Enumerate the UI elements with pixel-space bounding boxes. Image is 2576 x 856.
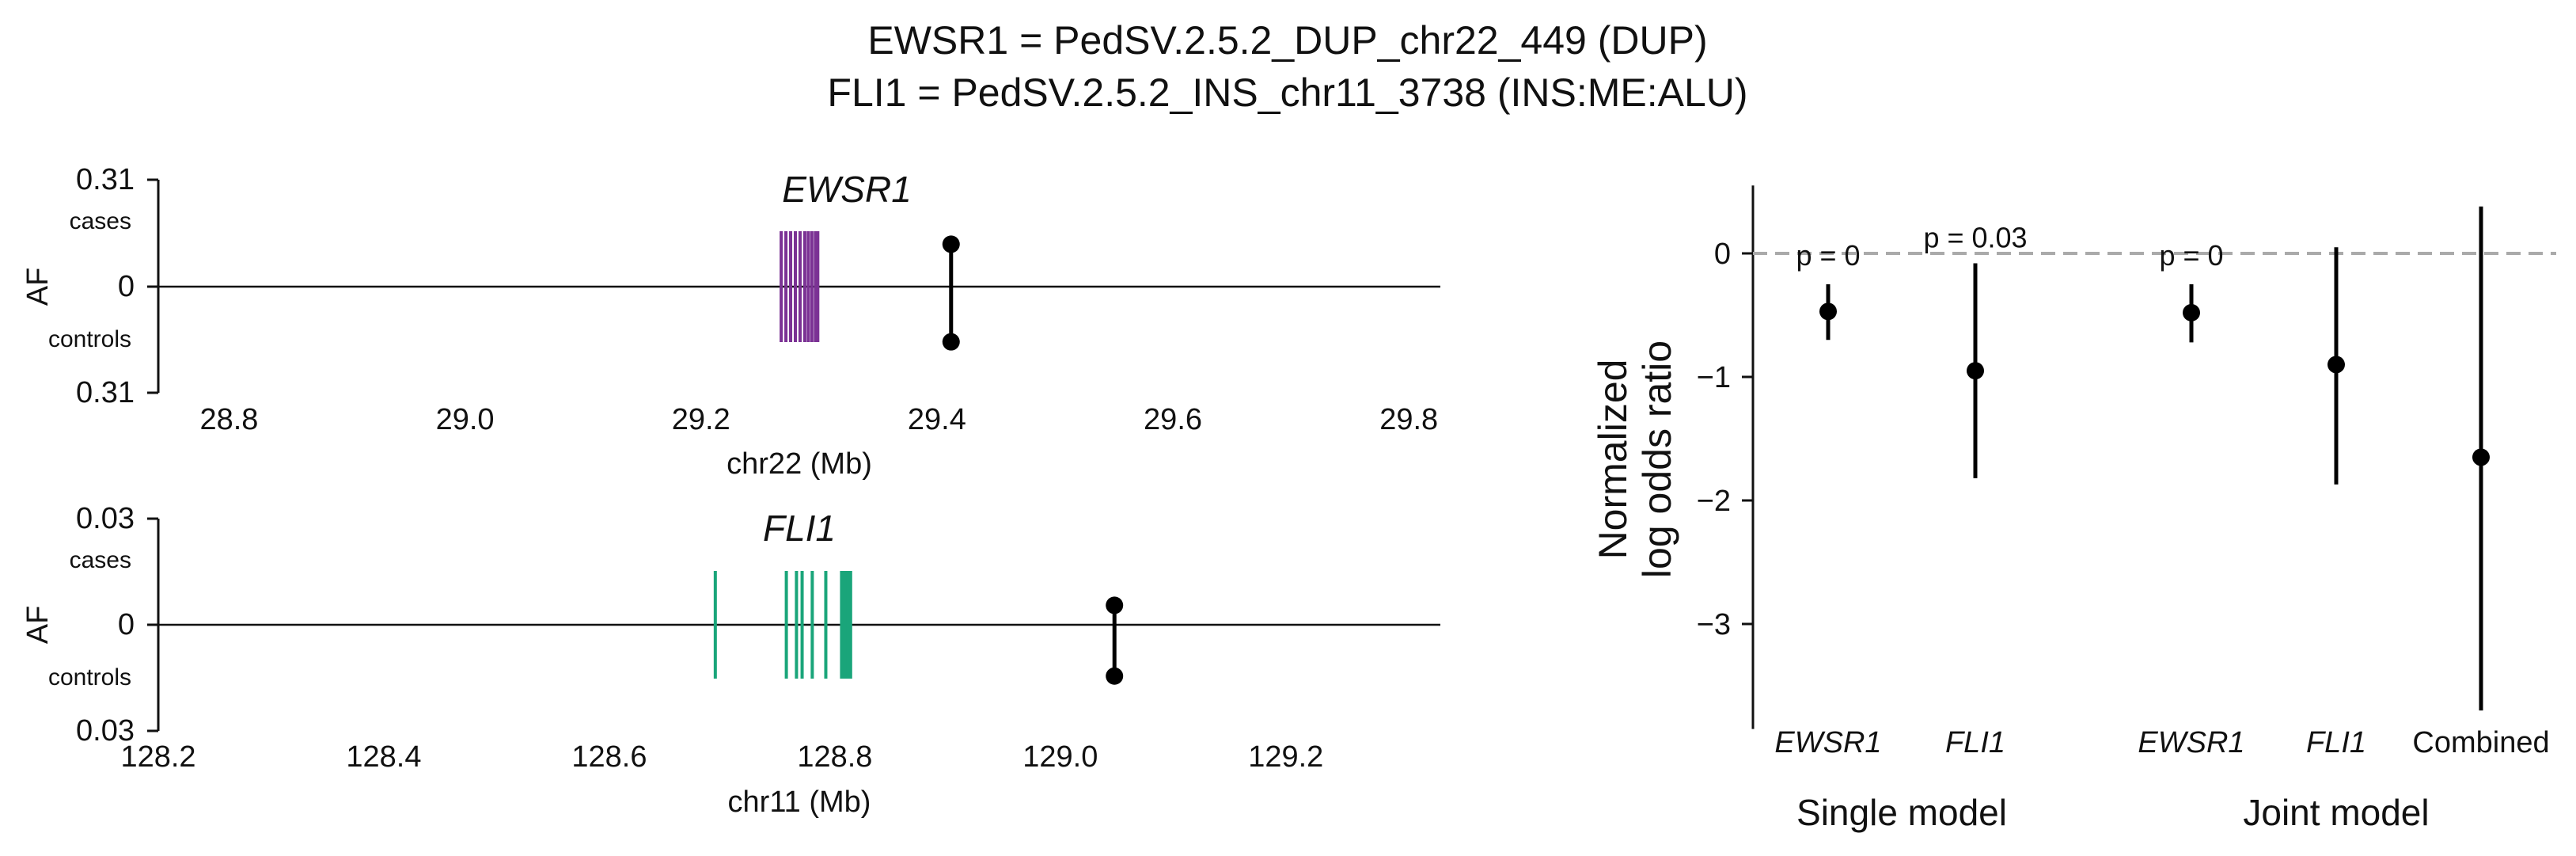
forest-group-label: Joint model: [2243, 792, 2429, 833]
forest-x-tick-label: FLI1: [1945, 726, 2005, 759]
fli1-locus-panel: 0.03 0 0.03 cases controls AF FLI1 128.2 128.4 12…: [21, 502, 1440, 819]
forest-y-axis-label-line: log odds ratio: [1635, 340, 1679, 578]
fli1-x-tick-label: 128.2: [120, 740, 195, 774]
figure-title-line1: EWSR1 = PedSV.2.5.2_DUP_chr22_449 (DUP): [867, 18, 1707, 63]
ewsr1-x-tick-label: 29.2: [672, 403, 730, 436]
forest-y-tick-label: −1: [1697, 361, 1731, 394]
figure-title-line2: FLI1 = PedSV.2.5.2_INS_chr11_3738 (INS:M…: [827, 70, 1747, 115]
ewsr1-x-tick-label: 29.8: [1379, 403, 1438, 436]
ewsr1-y-tick-label: 0.31: [76, 376, 135, 409]
forest-p-value-label: p = 0: [1796, 239, 1860, 272]
fli1-cases-label: cases: [70, 547, 131, 573]
ewsr1-y-tick-label: 0.31: [76, 163, 135, 196]
odds-ratio-forest-panel: 0 −1 −2 −3 Normalizedlog odds ratio p = 0 EWSR…: [1591, 185, 2556, 833]
ewsr1-x-tick-label: 29.6: [1144, 403, 1202, 436]
fli1-variant-cases-point: [1106, 596, 1124, 614]
ewsr1-variant-cases-point: [942, 235, 960, 253]
ewsr1-cases-label: cases: [70, 208, 131, 234]
forest-x-tick-label: EWSR1: [1774, 726, 1881, 759]
forest-y-axis-label: Normalizedlog odds ratio: [1591, 340, 1679, 578]
fli1-x-tick-label: 128.8: [797, 740, 872, 774]
ewsr1-gene-label: EWSR1: [782, 169, 912, 210]
forest-x-tick-label: EWSR1: [2138, 726, 2244, 759]
forest-estimate-point: [2183, 303, 2200, 321]
ewsr1-controls-label: controls: [48, 326, 131, 352]
fli1-y-axis-label: AF: [21, 606, 55, 645]
ewsr1-x-tick-label: 29.0: [436, 403, 495, 436]
ewsr1-x-tick-label: 28.8: [199, 403, 258, 436]
forest-x-tick-label: FLI1: [2306, 726, 2366, 759]
ewsr1-x-axis-label: chr22 (Mb): [727, 447, 872, 481]
ewsr1-x-tick-label: 29.4: [908, 403, 966, 436]
forest-estimate-point: [1967, 362, 1984, 380]
fli1-y-tick-label: 0.03: [76, 714, 135, 748]
forest-y-tick-label: −2: [1697, 485, 1731, 518]
fli1-y-tick-label: 0: [118, 608, 135, 641]
fli1-x-axis-label: chr11 (Mb): [728, 786, 871, 819]
forest-estimate-point: [2328, 356, 2345, 374]
fli1-gene-label: FLI1: [763, 508, 836, 549]
ewsr1-locus-panel: 0.31 0 0.31 cases controls AF EWSR1 28.8 29.0 29.…: [21, 163, 1440, 481]
fli1-x-tick-label: 129.2: [1248, 740, 1323, 774]
fli1-x-tick-label: 128.6: [571, 740, 647, 774]
fli1-variant-controls-point: [1106, 667, 1124, 685]
forest-estimate-point: [1819, 302, 1837, 321]
forest-y-axis-label-line: Normalized: [1591, 360, 1635, 560]
forest-p-value-label: p = 0.03: [1923, 221, 2027, 253]
ewsr1-y-tick-label: 0: [118, 270, 135, 303]
forest-y-tick-label: 0: [1714, 238, 1731, 271]
ewsr1-variant-controls-point: [942, 333, 960, 351]
forest-x-tick-label: Combined: [2412, 726, 2549, 759]
fli1-y-tick-label: 0.03: [76, 502, 135, 535]
fli1-controls-label: controls: [48, 664, 131, 691]
fli1-x-tick-label: 128.4: [346, 740, 421, 774]
forest-estimate-point: [2472, 448, 2490, 466]
forest-p-value-label: p = 0: [2159, 239, 2223, 272]
fli1-x-tick-label: 129.0: [1022, 740, 1098, 774]
ewsr1-y-axis-label: AF: [21, 268, 55, 306]
forest-group-label: Single model: [1796, 792, 2007, 833]
forest-y-tick-label: −3: [1697, 608, 1731, 641]
